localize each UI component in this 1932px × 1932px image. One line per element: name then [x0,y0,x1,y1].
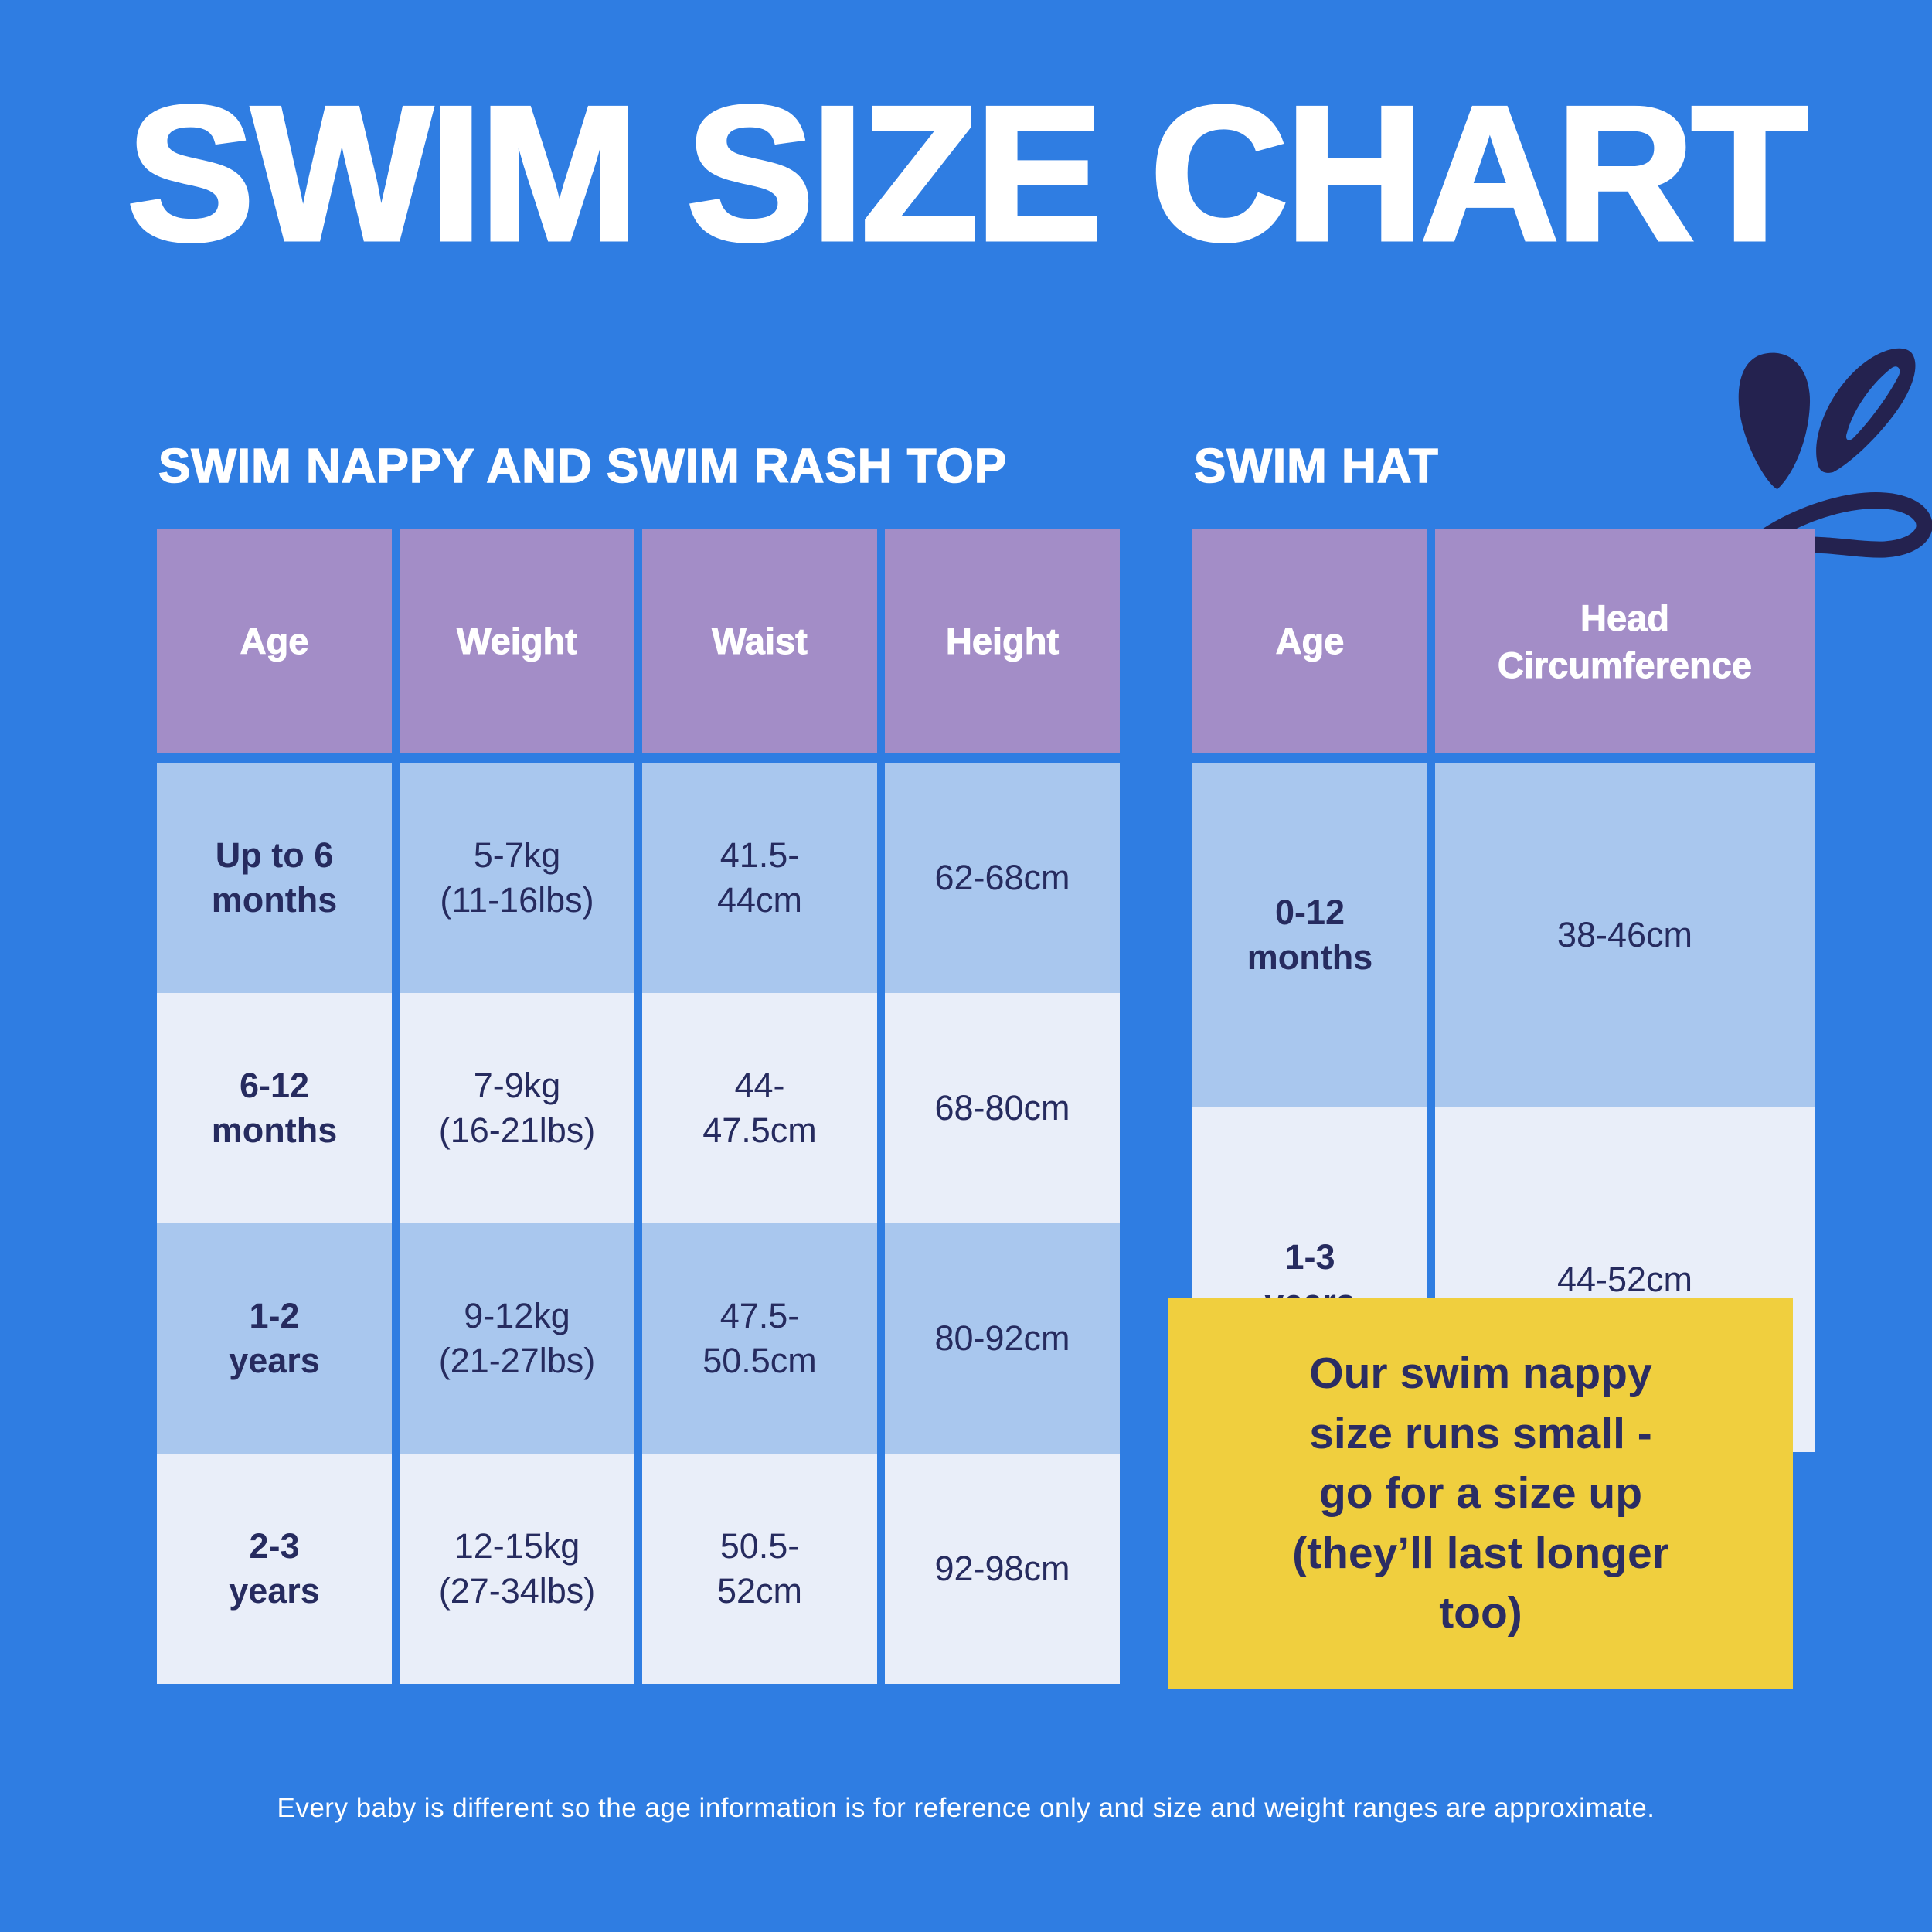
table-cell: 68-80cm [885,993,1120,1223]
nappy-table-body: Up to 6 months 5-7kg (11-16lbs) 41.5- 44… [157,763,1120,1684]
table-cell: 12-15kg (27-34lbs) [400,1454,634,1684]
nappy-header-age: Age [157,529,392,753]
hat-header-head-circumference: Head Circumference [1435,529,1815,753]
footer-disclaimer: Every baby is different so the age infor… [277,1793,1655,1823]
splash-drop-left [1738,352,1811,489]
hat-size-table: Age Head Circumference 0-12 months 38-46… [1192,529,1815,1452]
splash-swoosh [1735,492,1932,563]
table-cell: 80-92cm [885,1223,1120,1454]
hat-header-age: Age [1192,529,1427,753]
table-cell: 62-68cm [885,763,1120,993]
nappy-table-title: SWIM NAPPY AND SWIM RASH TOP [158,439,1008,494]
table-cell: 41.5- 44cm [642,763,877,993]
splash-drop-right-slit [1845,366,1900,440]
table-cell: 38-46cm [1435,763,1815,1107]
hat-table-body: 0-12 months 38-46cm 1-3 years 44-52cm [1192,763,1815,1452]
hat-table-title: SWIM HAT [1193,439,1439,494]
nappy-header-weight: Weight [400,529,634,753]
nappy-header-height: Height [885,529,1120,753]
hat-table-header-row: Age Head Circumference [1192,529,1815,753]
table-cell: 92-98cm [885,1454,1120,1684]
splash-doodle-icon [1735,348,1932,563]
table-cell: 0-12 months [1192,763,1427,1107]
table-cell: 1-2 years [157,1223,392,1454]
table-cell: 5-7kg (11-16lbs) [400,763,634,993]
table-cell: 6-12 months [157,993,392,1223]
table-cell: 47.5- 50.5cm [642,1223,877,1454]
table-cell: 44- 47.5cm [642,993,877,1223]
nappy-header-waist: Waist [642,529,877,753]
note-box: Our swim nappy size runs small - go for … [1168,1298,1793,1689]
table-cell: Up to 6 months [157,763,392,993]
nappy-table-header-row: Age Weight Waist Height [157,529,1120,753]
table-cell: 9-12kg (21-27lbs) [400,1223,634,1454]
table-cell: 7-9kg (16-21lbs) [400,993,634,1223]
nappy-size-table: Age Weight Waist Height Up to 6 months 5… [157,529,1120,1684]
table-cell: 2-3 years [157,1454,392,1684]
table-cell: 50.5- 52cm [642,1454,877,1684]
page-title: SWIM SIZE CHART [125,66,1811,281]
